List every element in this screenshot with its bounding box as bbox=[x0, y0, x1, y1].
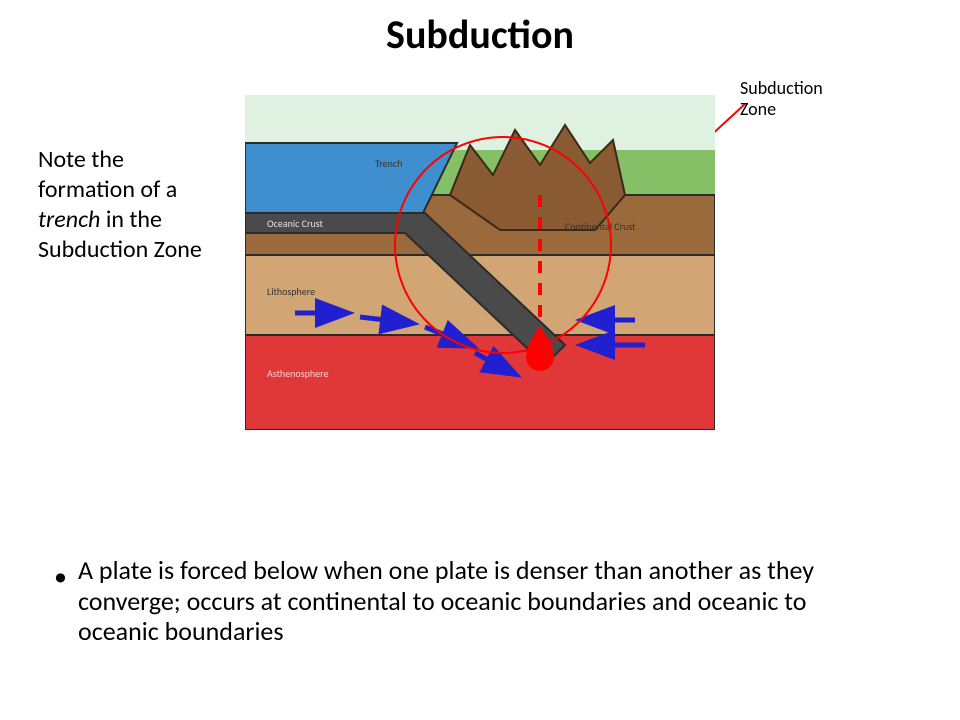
bullet-point: • A plate is forced below when one plate… bbox=[78, 555, 878, 647]
oceanic-crust-label: Oceanic Crust bbox=[267, 217, 324, 230]
trench-note: Note the formation of a trench in the Su… bbox=[38, 145, 218, 265]
asthenosphere-layer bbox=[245, 335, 715, 430]
callout-line2: Zone bbox=[740, 98, 776, 120]
continental-crust-label: Continental Crust bbox=[565, 220, 636, 233]
trench-label: Trench bbox=[375, 157, 402, 170]
bullet-dot-icon: • bbox=[54, 561, 67, 592]
page-title: Subduction bbox=[0, 10, 960, 59]
note-prefix: Note the formation of a bbox=[38, 145, 177, 204]
subduction-diagram: Trench Oceanic Crust Continental Crust L… bbox=[245, 95, 715, 430]
ocean-layer bbox=[245, 143, 457, 213]
asthenosphere-label: Asthenosphere bbox=[267, 367, 328, 380]
bullet-text: A plate is forced below when one plate i… bbox=[78, 554, 814, 647]
note-italic: trench bbox=[38, 205, 100, 234]
title-text: Subduction bbox=[386, 10, 574, 59]
subduction-zone-label: Subduction Zone bbox=[740, 78, 880, 119]
callout-line1: Subduction bbox=[740, 77, 823, 99]
lithosphere-label: Lithosphere bbox=[267, 285, 315, 298]
